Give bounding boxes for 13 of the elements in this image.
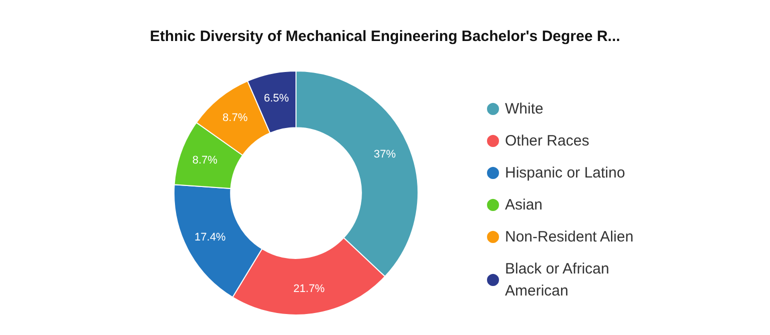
data-label: 6.5% (264, 92, 290, 104)
legend-label: White (505, 100, 544, 118)
legend-label: Non-Resident Alien (505, 228, 634, 246)
legend-label: Hispanic or Latino (505, 164, 626, 182)
legend-label: Black or African American (505, 260, 614, 300)
data-label: 21.7% (293, 282, 325, 295)
legend-label: Asian (505, 196, 543, 214)
data-label: 8.7% (192, 154, 218, 167)
data-label: 8.7% (222, 112, 248, 124)
legend-label: Other Races (505, 132, 590, 150)
data-label: 37% (374, 148, 396, 161)
data-label: 17.4% (194, 231, 226, 244)
chart-title: Ethnic Diversity of Mechanical Engineering Bachelor's Degree R... (150, 28, 620, 45)
